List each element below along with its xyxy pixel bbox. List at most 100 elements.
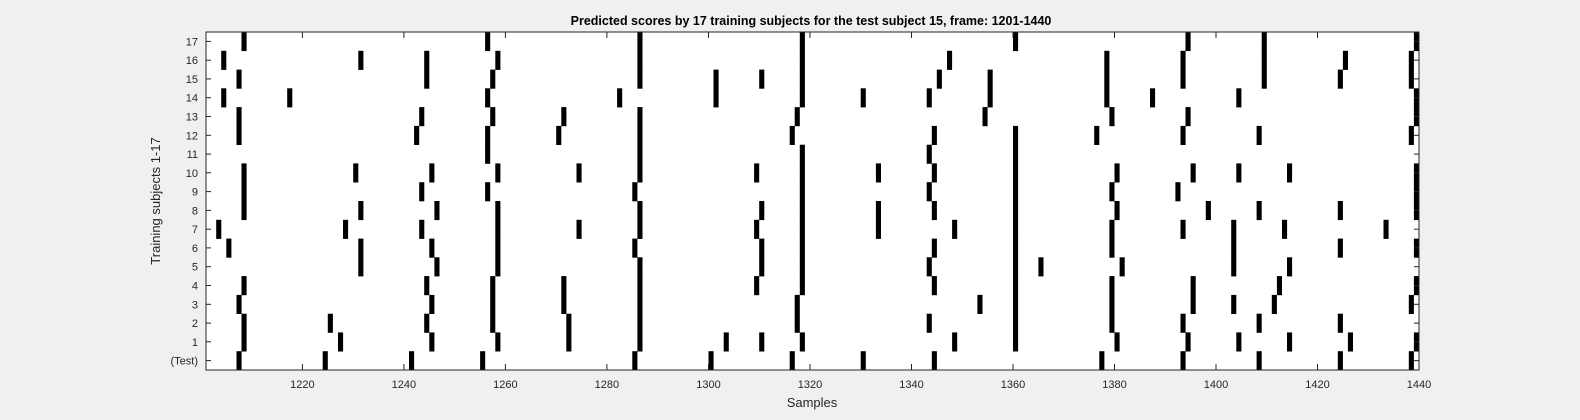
event-mark: [241, 163, 247, 183]
x-tick-label: 1400: [1204, 379, 1228, 391]
event-mark: [1236, 332, 1242, 352]
event-mark: [495, 332, 501, 352]
event-mark: [1190, 163, 1196, 183]
event-mark: [759, 332, 765, 352]
event-mark: [708, 351, 714, 371]
event-mark: [1114, 163, 1120, 183]
event-mark: [632, 182, 638, 202]
event-mark: [485, 125, 491, 145]
event-mark: [1013, 313, 1019, 333]
event-mark: [576, 219, 582, 239]
event-mark: [723, 332, 729, 352]
event-mark: [1337, 351, 1343, 371]
event-mark: [931, 201, 937, 221]
event-mark: [1094, 125, 1100, 145]
event-mark: [799, 144, 805, 164]
y-tick-label: 17: [186, 36, 198, 48]
event-mark: [799, 32, 805, 52]
event-mark: [1038, 257, 1044, 277]
event-mark: [485, 32, 491, 52]
event-mark: [1013, 201, 1019, 221]
event-mark: [789, 351, 795, 371]
event-mark: [799, 219, 805, 239]
event-mark: [1180, 69, 1186, 89]
x-axis-ticks: 1220 1240 1260 1280 1300 1320 1340 1360 1380 1400…: [290, 32, 1431, 391]
event-mark: [1256, 201, 1262, 221]
event-mark: [419, 107, 425, 127]
event-mark: [1109, 276, 1115, 296]
event-mark: [860, 351, 866, 371]
event-mark: [860, 88, 866, 108]
event-mark: [327, 313, 333, 333]
x-tick-label: 1240: [392, 379, 416, 391]
plot-frame: [205, 31, 1420, 371]
event-mark: [1408, 125, 1414, 145]
event-mark: [434, 257, 440, 277]
event-mark: [637, 276, 643, 296]
event-mark: [424, 313, 430, 333]
y-tick-label: 6: [192, 243, 198, 255]
event-mark: [566, 313, 572, 333]
event-mark: [236, 351, 242, 371]
event-mark: [1104, 50, 1110, 70]
event-mark: [429, 163, 435, 183]
event-mark: [1337, 201, 1343, 221]
event-mark: [637, 163, 643, 183]
event-mark: [1347, 332, 1353, 352]
event-mark: [947, 50, 953, 70]
y-tick-label: 8: [192, 205, 198, 217]
event-mark: [926, 144, 932, 164]
event-mark: [799, 182, 805, 202]
y-tick-label: 3: [192, 299, 198, 311]
event-mark: [875, 163, 881, 183]
y-tick-label: 5: [192, 262, 198, 274]
y-tick-label: 4: [192, 281, 198, 293]
event-mark: [1013, 32, 1019, 52]
event-mark: [1261, 69, 1267, 89]
event-mark: [637, 107, 643, 127]
event-mark: [424, 69, 430, 89]
event-mark: [566, 332, 572, 352]
event-mark: [338, 332, 344, 352]
y-tick-label: (Test): [171, 356, 199, 368]
event-mark: [419, 219, 425, 239]
event-mark: [713, 88, 719, 108]
event-mark: [1337, 238, 1343, 258]
event-mark: [875, 219, 881, 239]
event-mark: [799, 332, 805, 352]
y-tick-label: 14: [186, 93, 198, 105]
event-mark: [1104, 88, 1110, 108]
x-axis-label: Samples: [787, 395, 838, 410]
event-mark: [1109, 313, 1115, 333]
event-mark: [799, 238, 805, 258]
event-mark: [1231, 294, 1237, 314]
event-mark: [754, 163, 760, 183]
x-tick-label: 1320: [798, 379, 822, 391]
event-mark: [343, 219, 349, 239]
event-mark: [576, 163, 582, 183]
event-mark: [1114, 201, 1120, 221]
event-mark: [789, 125, 795, 145]
event-mark: [241, 276, 247, 296]
event-mark: [495, 201, 501, 221]
event-mark: [424, 50, 430, 70]
event-mark: [1231, 238, 1237, 258]
event-mark: [495, 219, 501, 239]
event-mark: [490, 69, 496, 89]
event-mark: [1109, 182, 1115, 202]
event-mark: [1013, 163, 1019, 183]
event-mark: [1104, 69, 1110, 89]
event-mark: [799, 50, 805, 70]
event-mark: [1109, 219, 1115, 239]
x-tick-label: 1380: [1102, 379, 1126, 391]
chart-title: Predicted scores by 17 training subjects…: [571, 14, 1052, 28]
event-mark: [1180, 50, 1186, 70]
plot-area: [206, 32, 1419, 370]
event-mark: [358, 257, 364, 277]
event-mark: [221, 88, 227, 108]
event-mark: [480, 351, 486, 371]
event-mark: [982, 107, 988, 127]
event-mark: [713, 69, 719, 89]
event-mark: [485, 88, 491, 108]
